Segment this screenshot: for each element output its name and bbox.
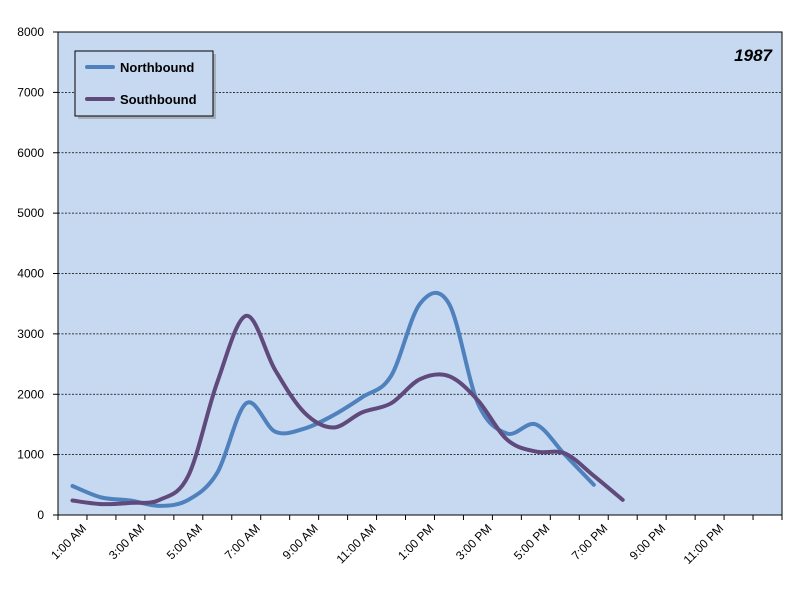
y-tick-label: 8000 (17, 25, 44, 39)
y-axis: 0 1000 2000 3000 4000 5000 6000 7000 8000 (17, 25, 58, 522)
series-lines (70, 290, 625, 508)
x-tick-label: 9:00 PM (627, 521, 669, 563)
y-tick-label: 1000 (17, 448, 44, 462)
x-tick-label: 3:00 AM (106, 521, 147, 562)
x-tick-label: 1:00 AM (48, 521, 89, 562)
x-axis: 1:00 AM 3:00 AM 5:00 AM 7:00 AM 9:00 AM 11:00… (48, 515, 783, 567)
x-tick-label: 5:00 PM (511, 521, 553, 563)
legend: Northbound Southbound (74, 50, 216, 119)
x-tick-label: 11:00 PM (681, 521, 727, 567)
chart-title: 1987 (734, 46, 773, 65)
gridlines (58, 91, 782, 456)
y-tick-label: 2000 (17, 387, 44, 401)
x-tick-label: 1:00 PM (395, 521, 437, 563)
y-tick-label: 0 (37, 508, 44, 522)
x-tick-label: 9:00 AM (280, 521, 321, 562)
legend-label-southbound: Southbound (120, 92, 197, 107)
x-tick-label: 3:00 PM (453, 521, 495, 563)
x-tick-label: 7:00 AM (222, 521, 263, 562)
series-line-northbound (70, 290, 596, 508)
series-line-southbound (70, 313, 625, 507)
y-tick-label: 3000 (17, 327, 44, 341)
y-tick-label: 5000 (17, 206, 44, 220)
y-tick-label: 7000 (17, 85, 44, 99)
y-tick-label: 4000 (17, 267, 44, 281)
x-tick-label: 11:00 AM (334, 521, 379, 566)
legend-label-northbound: Northbound (120, 60, 194, 75)
x-tick-label: 7:00 PM (569, 521, 611, 563)
y-tick-label: 6000 (17, 146, 44, 160)
x-tick-label: 5:00 AM (164, 521, 205, 562)
